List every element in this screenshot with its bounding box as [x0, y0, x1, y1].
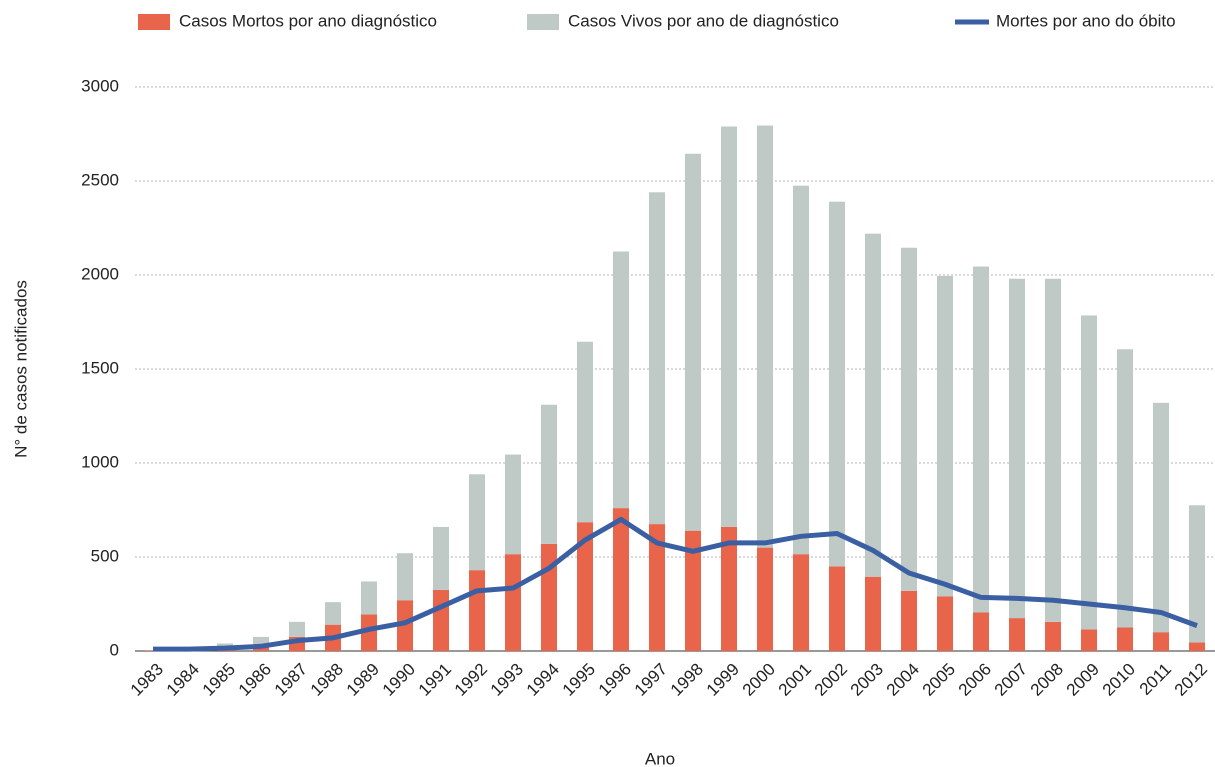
- x-tick-label: 2000: [739, 660, 779, 700]
- line: [153, 516, 1198, 652]
- bar: [793, 554, 809, 651]
- x-tick-label: 1999: [703, 660, 743, 700]
- y-tick-label: 3000: [81, 76, 119, 95]
- bar: [433, 526, 449, 590]
- x-axis-label: Ano: [645, 749, 675, 767]
- bar: [937, 596, 953, 651]
- bar: [361, 581, 377, 615]
- y-tick-label: 2000: [81, 264, 119, 283]
- x-tick-label: 2008: [1027, 660, 1067, 700]
- bar: [1081, 629, 1097, 651]
- y-tick-label: 1500: [81, 358, 119, 377]
- x-tick-label: 1991: [415, 660, 455, 700]
- bar: [829, 201, 845, 567]
- bar: [613, 508, 629, 651]
- bar: [1009, 278, 1025, 619]
- y-tick-label: 0: [110, 640, 119, 659]
- bar: [757, 547, 773, 651]
- legend-swatch: [527, 14, 559, 30]
- x-tick-label: 1997: [631, 660, 671, 700]
- x-tick-label: 2002: [811, 660, 851, 700]
- bar: [541, 404, 557, 544]
- x-tick-label: 2011: [1136, 660, 1175, 699]
- x-tick-label: 2010: [1099, 660, 1139, 700]
- x-tick-label: 2007: [991, 660, 1031, 700]
- bar: [649, 192, 665, 525]
- bar: [901, 247, 917, 591]
- x-tick-label: 2004: [883, 660, 923, 700]
- x-tick-label: 2009: [1063, 660, 1103, 700]
- legend-label: Casos Vivos por ano de diagnóstico: [568, 11, 839, 30]
- bar: [1117, 627, 1133, 651]
- bar: [397, 600, 413, 651]
- bar: [361, 614, 377, 651]
- bar: [253, 636, 269, 648]
- x-tick-label: 1989: [343, 660, 383, 700]
- legend-label: Mortes por ano do óbito: [996, 11, 1176, 30]
- bar: [1045, 278, 1061, 622]
- bar: [865, 576, 881, 651]
- legend-label: Casos Mortos por ano diagnóstico: [179, 11, 437, 30]
- x-tick-label: 1993: [487, 660, 527, 700]
- bar: [937, 275, 953, 597]
- bar: [865, 233, 881, 577]
- legend-swatch: [138, 14, 170, 30]
- x-tick-label: 1994: [523, 660, 563, 700]
- bar: [1189, 505, 1205, 643]
- x-tick-label: 1998: [667, 660, 707, 700]
- bar: [973, 612, 989, 651]
- bar: [829, 566, 845, 651]
- bar: [1045, 621, 1061, 651]
- x-tick-label: 1992: [451, 660, 491, 700]
- bar: [1153, 402, 1169, 633]
- x-tick-label: 1987: [271, 660, 311, 700]
- bar: [541, 543, 557, 651]
- y-tick-label: 500: [91, 546, 119, 565]
- bar: [793, 185, 809, 555]
- bar: [469, 570, 485, 651]
- x-tick-label: 1995: [559, 660, 599, 700]
- x-tick-label: 2012: [1171, 660, 1211, 700]
- bar: [1009, 618, 1025, 651]
- bar: [613, 251, 629, 509]
- bar: [325, 602, 341, 625]
- bar: [685, 530, 701, 651]
- bar: [1081, 315, 1097, 630]
- bar: [577, 522, 593, 651]
- bar: [433, 589, 449, 651]
- bar: [577, 341, 593, 523]
- x-tick-label: 1996: [595, 660, 635, 700]
- bar: [1189, 642, 1205, 651]
- x-tick-label: 1985: [199, 660, 239, 700]
- bar: [901, 590, 917, 651]
- x-tick-label: 2005: [919, 660, 959, 700]
- x-tick-label: 1984: [163, 660, 203, 700]
- bar: [757, 125, 773, 548]
- x-tick-label: 1988: [307, 660, 347, 700]
- bar: [1117, 349, 1133, 628]
- x-tick-label: 2003: [847, 660, 887, 700]
- x-tick-label: 2001: [775, 660, 815, 700]
- y-tick-label: 1000: [81, 452, 119, 471]
- bar: [505, 554, 521, 651]
- y-tick-label: 2500: [81, 170, 119, 189]
- bar: [685, 153, 701, 531]
- bar: [397, 553, 413, 601]
- bar: [1153, 632, 1169, 651]
- bar: [289, 621, 305, 637]
- bar: [721, 526, 737, 651]
- bar: [469, 474, 485, 571]
- bar: [649, 524, 665, 651]
- x-tick-label: 1986: [235, 660, 275, 700]
- x-tick-label: 1983: [127, 660, 167, 700]
- bar: [253, 647, 269, 651]
- y-axis-label: N° de casos notificados: [11, 280, 30, 458]
- x-tick-label: 2006: [955, 660, 995, 700]
- x-tick-label: 1990: [379, 660, 419, 700]
- bar: [721, 126, 737, 527]
- bar: [973, 266, 989, 613]
- bar: [505, 454, 521, 555]
